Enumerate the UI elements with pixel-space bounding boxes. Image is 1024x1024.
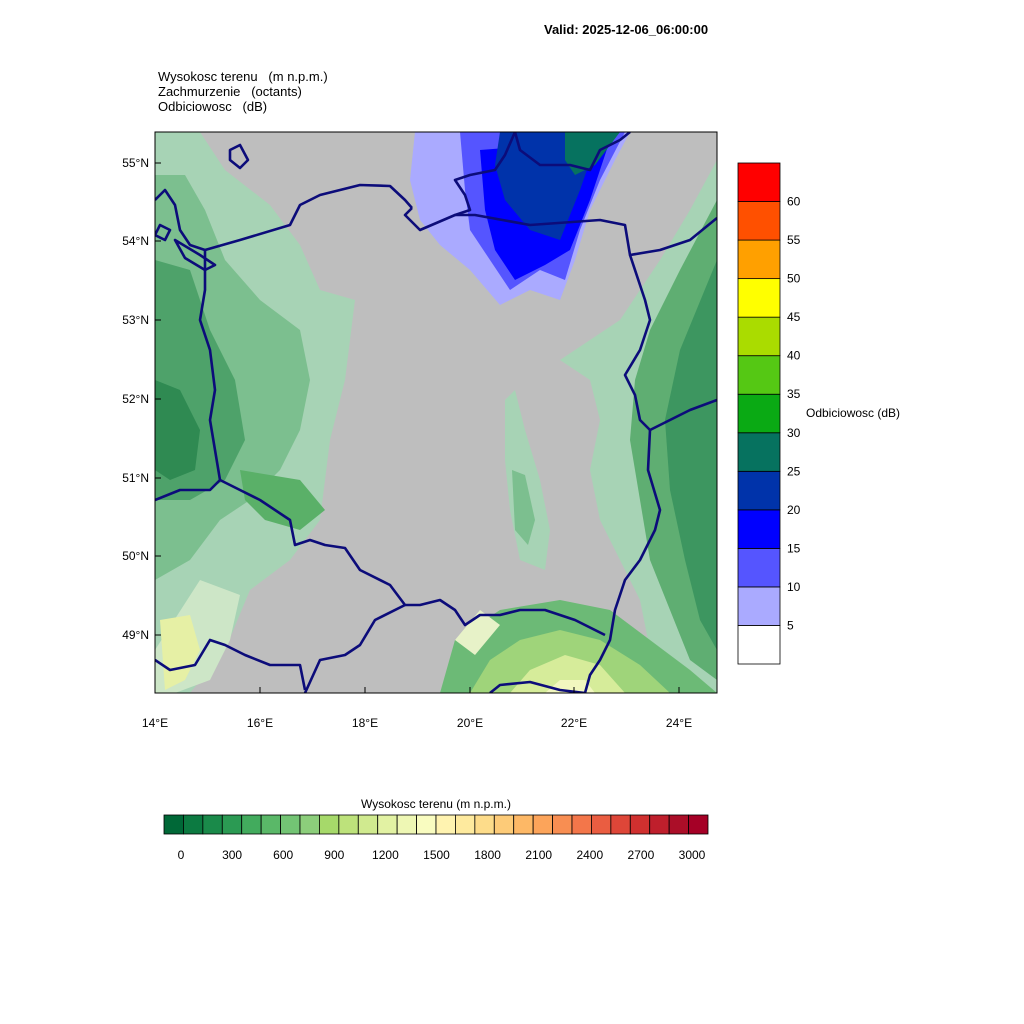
reflectivity-legend-box (737, 509, 781, 549)
terrain-legend-box (455, 814, 476, 835)
terrain-legend-box (221, 814, 243, 835)
lon-label: 16°E (247, 716, 273, 730)
terrain-legend-box (299, 814, 320, 835)
reflectivity-legend-box (737, 625, 781, 665)
lat-label: 49°N (122, 628, 149, 642)
lat-label: 54°N (122, 234, 149, 248)
reflectivity-legend-label: 5 (787, 618, 794, 632)
reflectivity-legend-label: 60 (787, 195, 801, 209)
terrain-legend-label: 3000 (679, 848, 706, 862)
reflectivity-legend-box (737, 355, 781, 395)
lon-label: 24°E (666, 716, 692, 730)
terrain-legend-label: 600 (273, 848, 293, 862)
reflectivity-legend-box (737, 278, 781, 318)
reflectivity-legend: 5 10 15 20 25 30 35 40 45 50 55 60 Odbiciowosc (dB) (737, 162, 900, 665)
terrain-legend-box (416, 814, 437, 835)
reflectivity-legend-label: 45 (787, 310, 801, 324)
lon-label: 18°E (352, 716, 378, 730)
terrain-legend-box (183, 814, 204, 835)
reflectivity-legend-box (737, 547, 781, 588)
terrain-legend-box (532, 814, 553, 835)
field-title-terrain: Wysokosc terenu (m n.p.m.) (158, 69, 328, 84)
terrain-legend-box (629, 814, 651, 835)
terrain-legend-box (474, 814, 495, 835)
terrain-legend-box (610, 814, 631, 835)
reflectivity-legend-label: 30 (787, 426, 801, 440)
reflectivity-legend-box (737, 432, 781, 472)
reflectivity-legend-label: 25 (787, 464, 801, 478)
reflectivity-legend-label: 40 (787, 349, 801, 363)
terrain-legend-box (571, 814, 592, 835)
map-frame (154, 131, 718, 694)
lat-label: 55°N (122, 156, 149, 170)
terrain-legend-label: 1800 (474, 848, 501, 862)
reflectivity-legend-box (737, 201, 781, 241)
terrain-legend-box (163, 814, 184, 835)
terrain-legend-box (319, 814, 340, 835)
terrain-legend-box (377, 814, 398, 835)
reflectivity-layer (410, 132, 630, 305)
field-title-cloud: Zachmurzenie (octants) (158, 84, 302, 99)
lon-label: 14°E (142, 716, 168, 730)
reflectivity-legend-label: 50 (787, 272, 801, 286)
terrain-legend-box (552, 814, 573, 835)
reflectivity-legend-label: 20 (787, 503, 801, 517)
terrain-legend-box (493, 814, 515, 835)
reflectivity-legend-label: 55 (787, 233, 801, 247)
terrain-legend-label: 300 (222, 848, 242, 862)
terrain-legend-label: 1200 (372, 848, 399, 862)
terrain-legend-label: 0 (178, 848, 185, 862)
reflectivity-legend-label: 10 (787, 580, 801, 594)
terrain-legend: Wysokosc terenu (m n.p.m.) 0 300 600 900 120… (163, 797, 709, 862)
terrain-legend-box (338, 814, 359, 835)
reflectivity-legend-title: Odbiciowosc (dB) (806, 406, 900, 420)
map-ticks (154, 162, 680, 693)
terrain-legend-label: 1500 (423, 848, 450, 862)
terrain-legend-box (357, 814, 379, 835)
lon-label: 20°E (457, 716, 483, 730)
terrain-legend-box (435, 814, 456, 835)
reflectivity-legend-box (737, 393, 781, 434)
terrain-layer (155, 132, 717, 693)
border-lines (155, 132, 717, 693)
lat-label: 51°N (122, 471, 149, 485)
reflectivity-legend-box (737, 239, 781, 280)
terrain-legend-box (396, 814, 417, 835)
reflectivity-legend-box (737, 316, 781, 357)
reflectivity-legend-label: 15 (787, 541, 801, 555)
reflectivity-legend-box (737, 470, 781, 511)
terrain-legend-box (649, 814, 670, 835)
valid-time: Valid: 2025-12-06_06:00:00 (544, 22, 709, 37)
reflectivity-legend-box (737, 162, 781, 202)
terrain-legend-box (202, 814, 223, 835)
terrain-legend-box (668, 814, 689, 835)
terrain-legend-box (260, 814, 281, 835)
lat-label: 53°N (122, 313, 149, 327)
map-axis-labels: 55°N 54°N 53°N 52°N 51°N 50°N 49°N 14°E 16°E 18°E… (122, 156, 692, 730)
terrain-legend-label: 2700 (628, 848, 655, 862)
field-title-reflectivity: Odbiciowosc (dB) (158, 99, 268, 114)
terrain-legend-label: 2400 (576, 848, 603, 862)
reflectivity-legend-box (737, 586, 781, 626)
terrain-legend-label: 900 (324, 848, 344, 862)
field-titles: Wysokosc terenu (m n.p.m.) Zachmurzenie … (158, 69, 328, 114)
lat-label: 52°N (122, 392, 149, 406)
lat-label: 50°N (122, 549, 149, 563)
reflectivity-legend-label: 35 (787, 387, 801, 401)
terrain-legend-box (280, 814, 301, 835)
terrain-legend-title: Wysokosc terenu (m n.p.m.) (361, 797, 511, 811)
lon-label: 22°E (561, 716, 587, 730)
terrain-legend-box (688, 814, 709, 835)
terrain-legend-box (513, 814, 534, 835)
terrain-legend-box (241, 814, 262, 835)
terrain-legend-box (591, 814, 612, 835)
terrain-legend-label: 2100 (525, 848, 552, 862)
map-panel: 55°N 54°N 53°N 52°N 51°N 50°N 49°N 14°E 16°E 18°E… (122, 131, 718, 730)
